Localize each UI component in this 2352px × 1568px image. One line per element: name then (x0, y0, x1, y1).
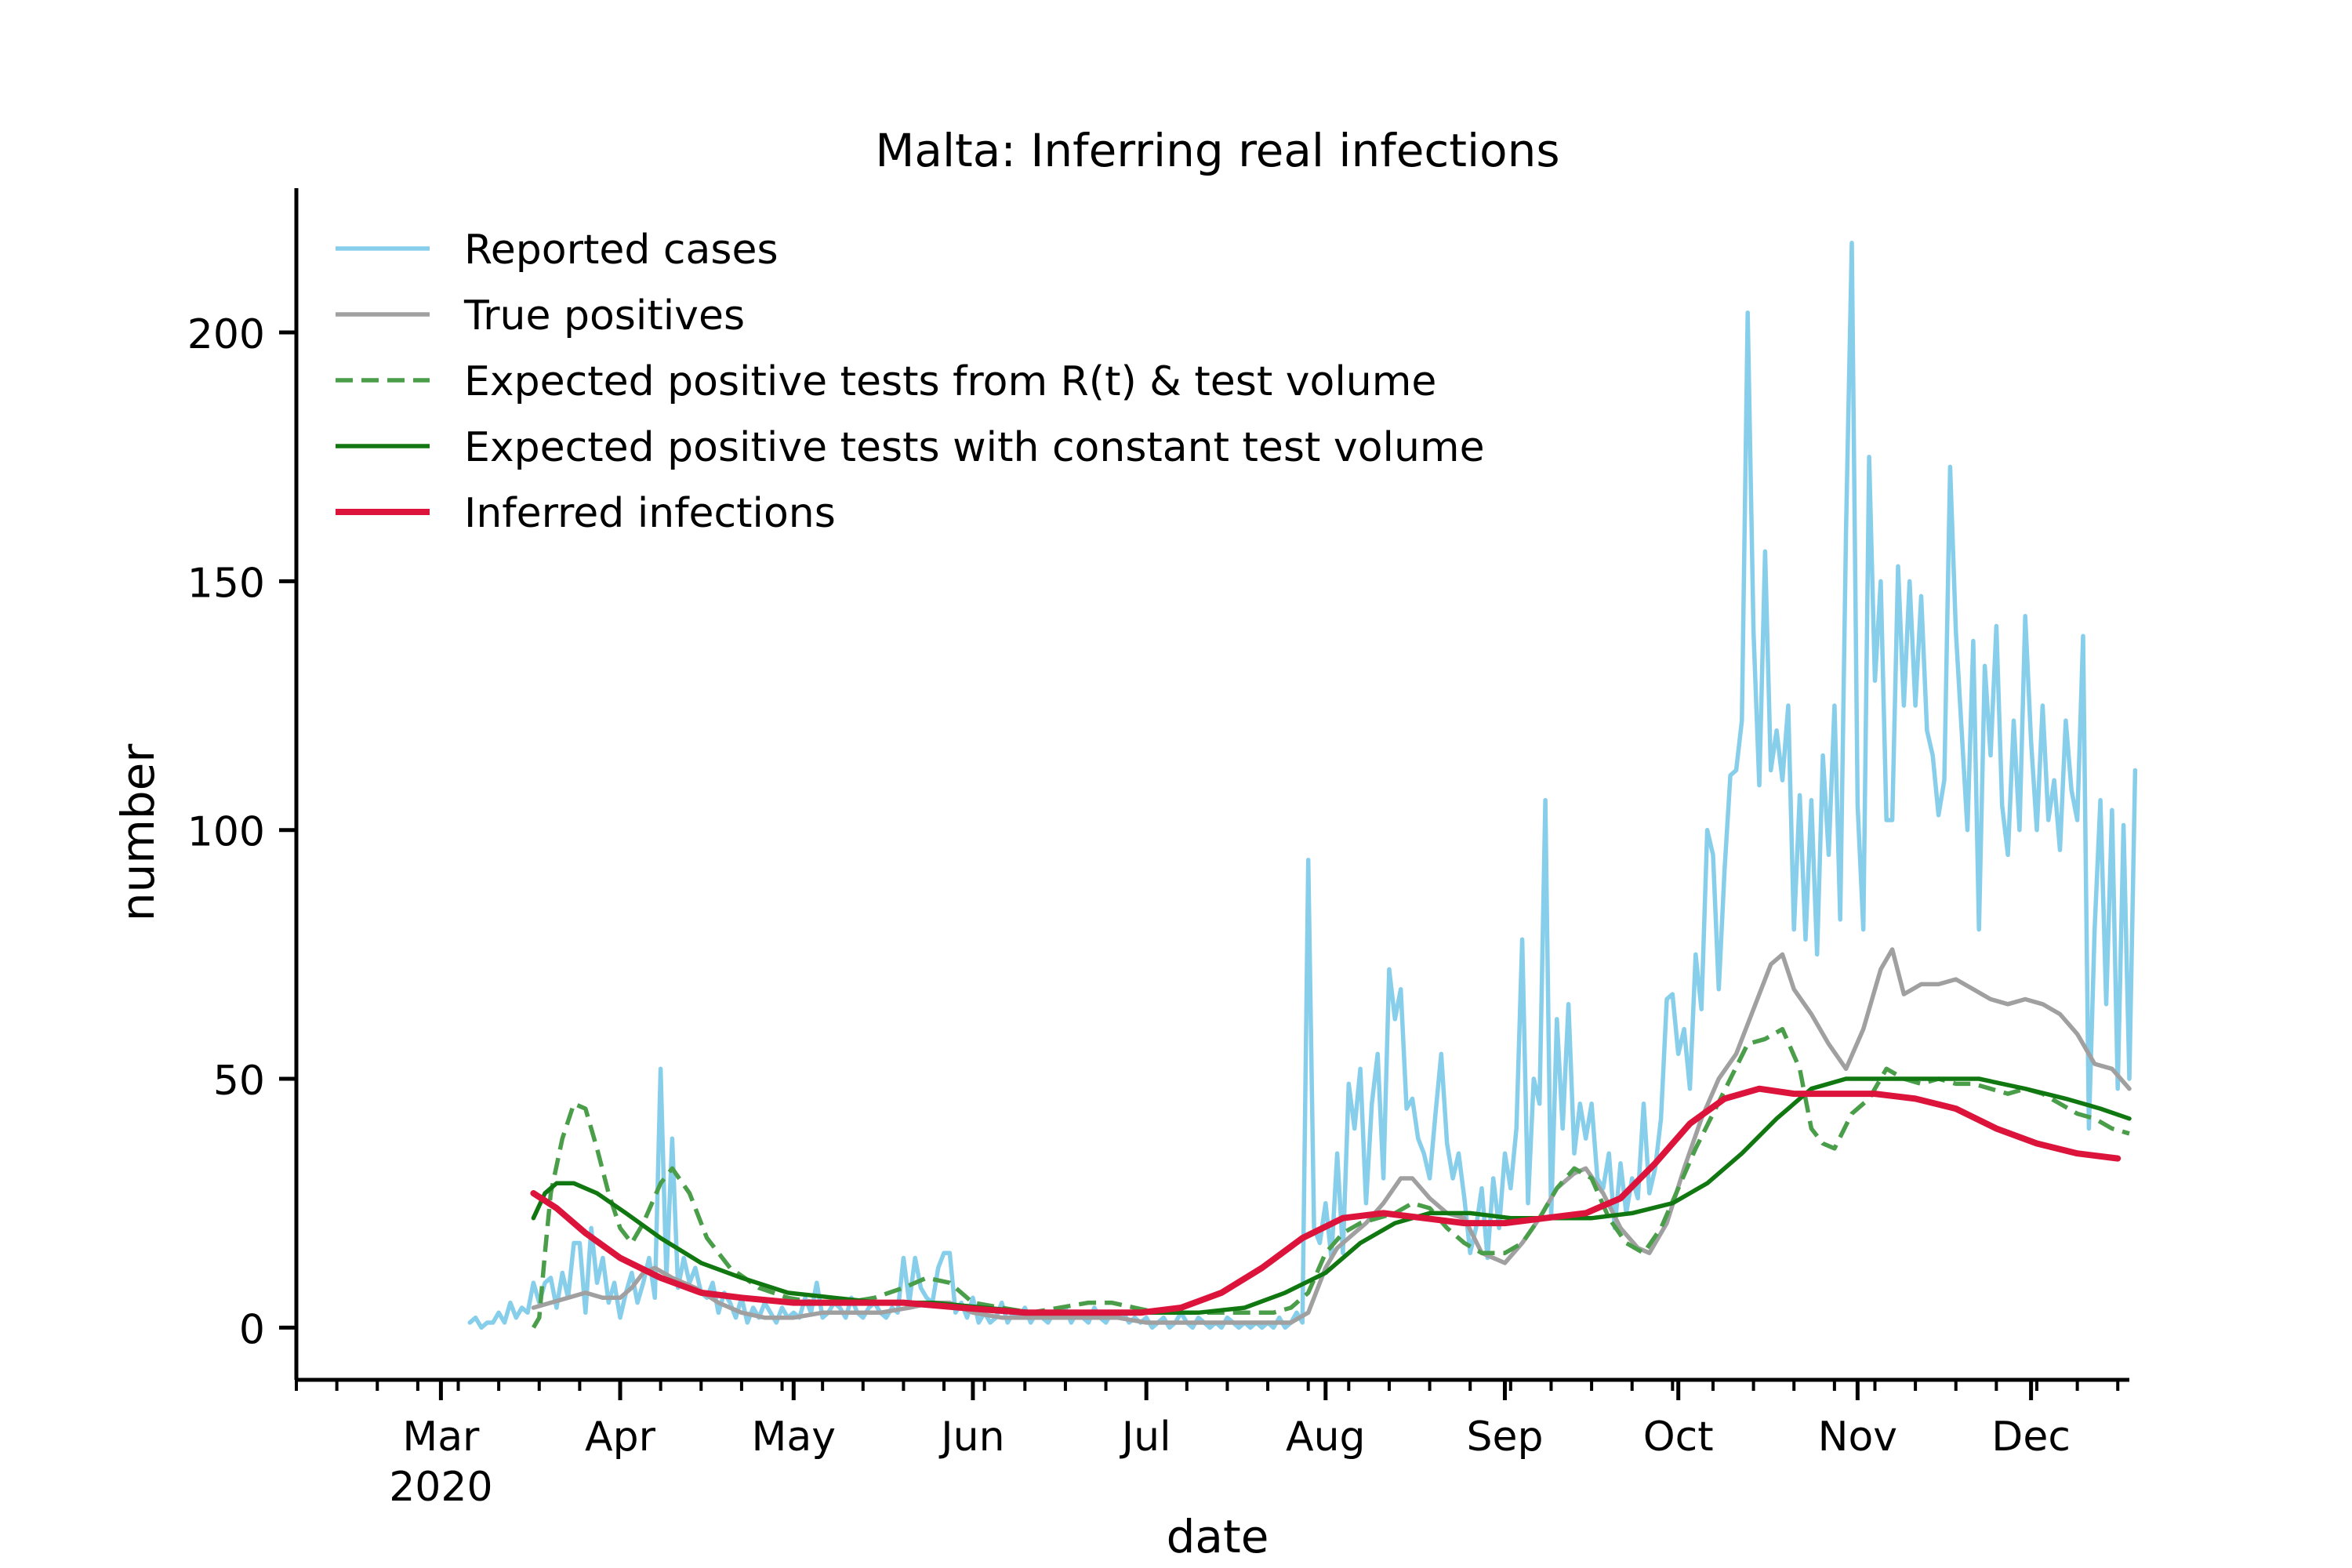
series-line-reported-cases (467, 241, 2138, 1330)
series-line-true-positives (531, 947, 2132, 1325)
legend-label-expected-positive-tests-with-constant-test-volume: Expected positive tests with constant te… (464, 424, 1485, 471)
x-tick-label: Jun (938, 1414, 1004, 1461)
x-tick-label: Mar (402, 1414, 480, 1461)
chart-title: Malta: Inferring real infections (875, 124, 1559, 177)
plot-series (467, 241, 2138, 1330)
x-axis-label: date (1167, 1510, 1269, 1563)
y-axis-label: number (111, 744, 165, 922)
x-tick-label: Apr (585, 1414, 656, 1461)
legend: Reported cases True positives Expected pos… (336, 227, 1485, 537)
y-tick-label: 100 (187, 809, 265, 856)
x-tick-label: May (752, 1414, 837, 1461)
x-tick-label: Jul (1120, 1414, 1171, 1461)
series-line-inferred-infections (530, 1085, 2122, 1316)
y-axis: 0 50 100 150 200 (187, 188, 299, 1380)
legend-label-inferred-infections: Inferred infections (464, 490, 836, 537)
legend-label-true-positives: True positives (463, 292, 745, 339)
x-tick-label: Oct (1643, 1414, 1714, 1461)
y-tick-label: 200 (187, 311, 265, 358)
x-tick-label: Dec (1991, 1414, 2071, 1461)
y-tick-label: 50 (213, 1058, 265, 1105)
x-tick-label: Nov (1818, 1414, 1898, 1461)
x-tick-label: Sep (1466, 1414, 1543, 1461)
series-line-expected-positive-tests-with-constant-test-volume (531, 1076, 2132, 1316)
series-line-expected-positive-tests-from-r-t-test-volume (532, 1026, 2130, 1329)
legend-label-reported-cases: Reported cases (464, 227, 779, 274)
y-tick-label: 150 (187, 560, 265, 607)
legend-label-expected-positive-tests-from-r-t-test-volume: Expected positive tests from R(t) & test… (464, 358, 1436, 405)
x-tick-year-label: 2020 (389, 1464, 492, 1511)
y-tick-label: 0 (239, 1306, 265, 1353)
x-tick-label: Aug (1286, 1414, 1366, 1461)
